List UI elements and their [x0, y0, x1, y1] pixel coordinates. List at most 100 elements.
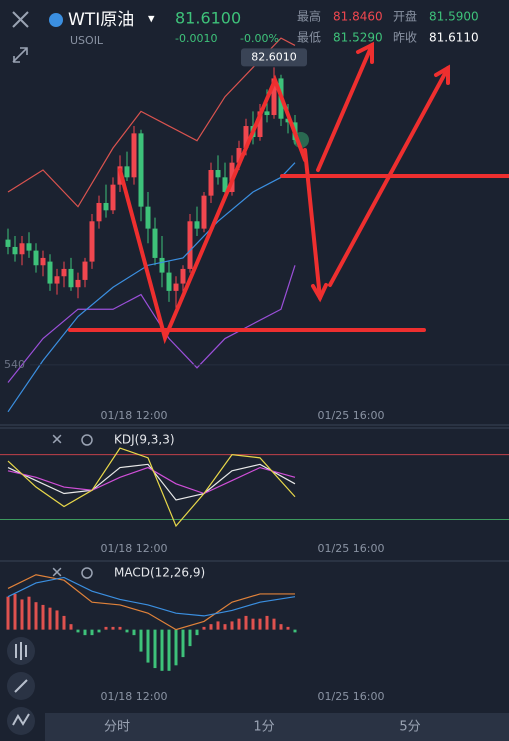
y-tick-label: 540: [4, 358, 25, 371]
histogram-bar: [265, 615, 269, 630]
settings-icon[interactable]: [81, 434, 93, 446]
candle-body: [19, 243, 25, 255]
candle-body: [75, 279, 81, 288]
last-price: 81.6100: [175, 9, 241, 28]
stat-label: 开盘: [393, 9, 417, 24]
indicator-line: [7, 463, 296, 501]
candle-body: [145, 206, 151, 229]
drawn-arrow: [328, 66, 450, 287]
tab[interactable]: 1分: [253, 720, 274, 735]
x-tick-label: 01/25 16:00: [318, 409, 385, 422]
drawn-arrow: [303, 148, 322, 300]
drawn-path: [118, 74, 307, 345]
histogram-bar: [111, 626, 115, 630]
candle-body: [40, 257, 46, 266]
header: WTI原油 ▾ USOIL 81.6100 -0.0010 -0.00% 最高 …: [12, 9, 479, 63]
histogram-bar: [125, 629, 129, 633]
histogram-bar: [90, 629, 94, 636]
histogram-bar: [69, 624, 73, 630]
histogram-bar: [286, 626, 290, 630]
candle-body: [173, 283, 179, 291]
indicator-title: KDJ(9,3,3): [114, 433, 175, 447]
histogram-bar: [167, 629, 171, 671]
indicator-line: [7, 265, 296, 383]
histogram-bar: [97, 629, 101, 633]
candle-body: [166, 272, 172, 291]
max-label-box: [241, 48, 307, 67]
candle-body: [215, 170, 221, 178]
candle-body: [68, 268, 74, 288]
histogram-bar: [160, 629, 164, 671]
candle-body: [264, 111, 270, 116]
shrink-button[interactable]: [12, 47, 28, 63]
tab[interactable]: 5分: [399, 720, 420, 735]
stat-label: 昨收: [393, 31, 417, 45]
histogram-bar: [258, 618, 262, 630]
indicator-line: [7, 447, 296, 528]
histogram-bar: [251, 618, 255, 630]
dropdown-icon[interactable]: ▾: [148, 12, 155, 27]
histogram-bar: [20, 599, 24, 630]
symbol-name[interactable]: WTI原油: [68, 10, 134, 30]
candle-body: [54, 276, 60, 284]
stat-value: 81.5900: [429, 10, 479, 24]
indicator-line: [7, 162, 296, 413]
candle-body: [285, 118, 291, 123]
close-indicator[interactable]: ✕: [51, 431, 64, 449]
candle-body: [5, 239, 11, 247]
histogram-bar: [118, 626, 122, 630]
candle-body: [271, 78, 277, 116]
candle-body: [243, 126, 249, 149]
histogram-bar: [188, 629, 192, 647]
histogram-bar: [244, 615, 248, 630]
histogram-bar: [153, 629, 157, 669]
stat-label: 最高: [297, 9, 321, 24]
candle-body: [103, 202, 109, 211]
tool-icons: [7, 637, 35, 735]
symbol-code: USOIL: [70, 34, 104, 47]
histogram-bar: [279, 624, 283, 630]
candle-body: [222, 177, 228, 192]
indicator-line: [7, 574, 295, 631]
histogram-bar: [27, 596, 31, 630]
histogram-bar: [62, 615, 66, 630]
candle-body: [96, 202, 102, 222]
histogram-bar: [41, 604, 45, 630]
candle-body: [180, 268, 186, 284]
indicator-line: [7, 576, 296, 617]
histogram-bar: [83, 629, 87, 636]
histogram-bar: [174, 629, 178, 666]
candle-body: [138, 133, 144, 207]
close-indicator[interactable]: ✕: [51, 564, 64, 582]
histogram-bar: [195, 629, 199, 636]
histogram-bar: [104, 626, 108, 630]
candle-body: [33, 250, 39, 266]
candle-body: [187, 221, 193, 269]
histogram-bar: [48, 607, 52, 630]
histogram-bar: [181, 629, 185, 658]
candle-body: [124, 166, 130, 178]
candle-body: [159, 257, 165, 273]
price-change: -0.0010: [175, 32, 217, 45]
drawn-arrow: [316, 43, 374, 172]
x-tick-label: 01/18 12:00: [101, 409, 168, 422]
stat-label: 最低: [297, 31, 321, 45]
x-tick-label: 01/25 16:00: [318, 690, 385, 703]
candle-body: [131, 133, 137, 178]
histogram-bar: [132, 629, 136, 636]
histogram-bar: [230, 621, 234, 630]
arrowhead: [434, 64, 450, 85]
arrowhead: [356, 41, 374, 64]
x-tick-label: 01/18 12:00: [101, 542, 168, 555]
settings-icon[interactable]: [81, 567, 93, 579]
histogram-bar: [139, 629, 143, 652]
candle-body: [257, 111, 263, 138]
candle-body: [152, 228, 158, 258]
tab[interactable]: 分时: [104, 720, 130, 735]
candle-body: [26, 243, 32, 251]
histogram-bar: [202, 626, 206, 630]
histogram-bar: [216, 621, 220, 630]
close-button[interactable]: [12, 11, 29, 28]
